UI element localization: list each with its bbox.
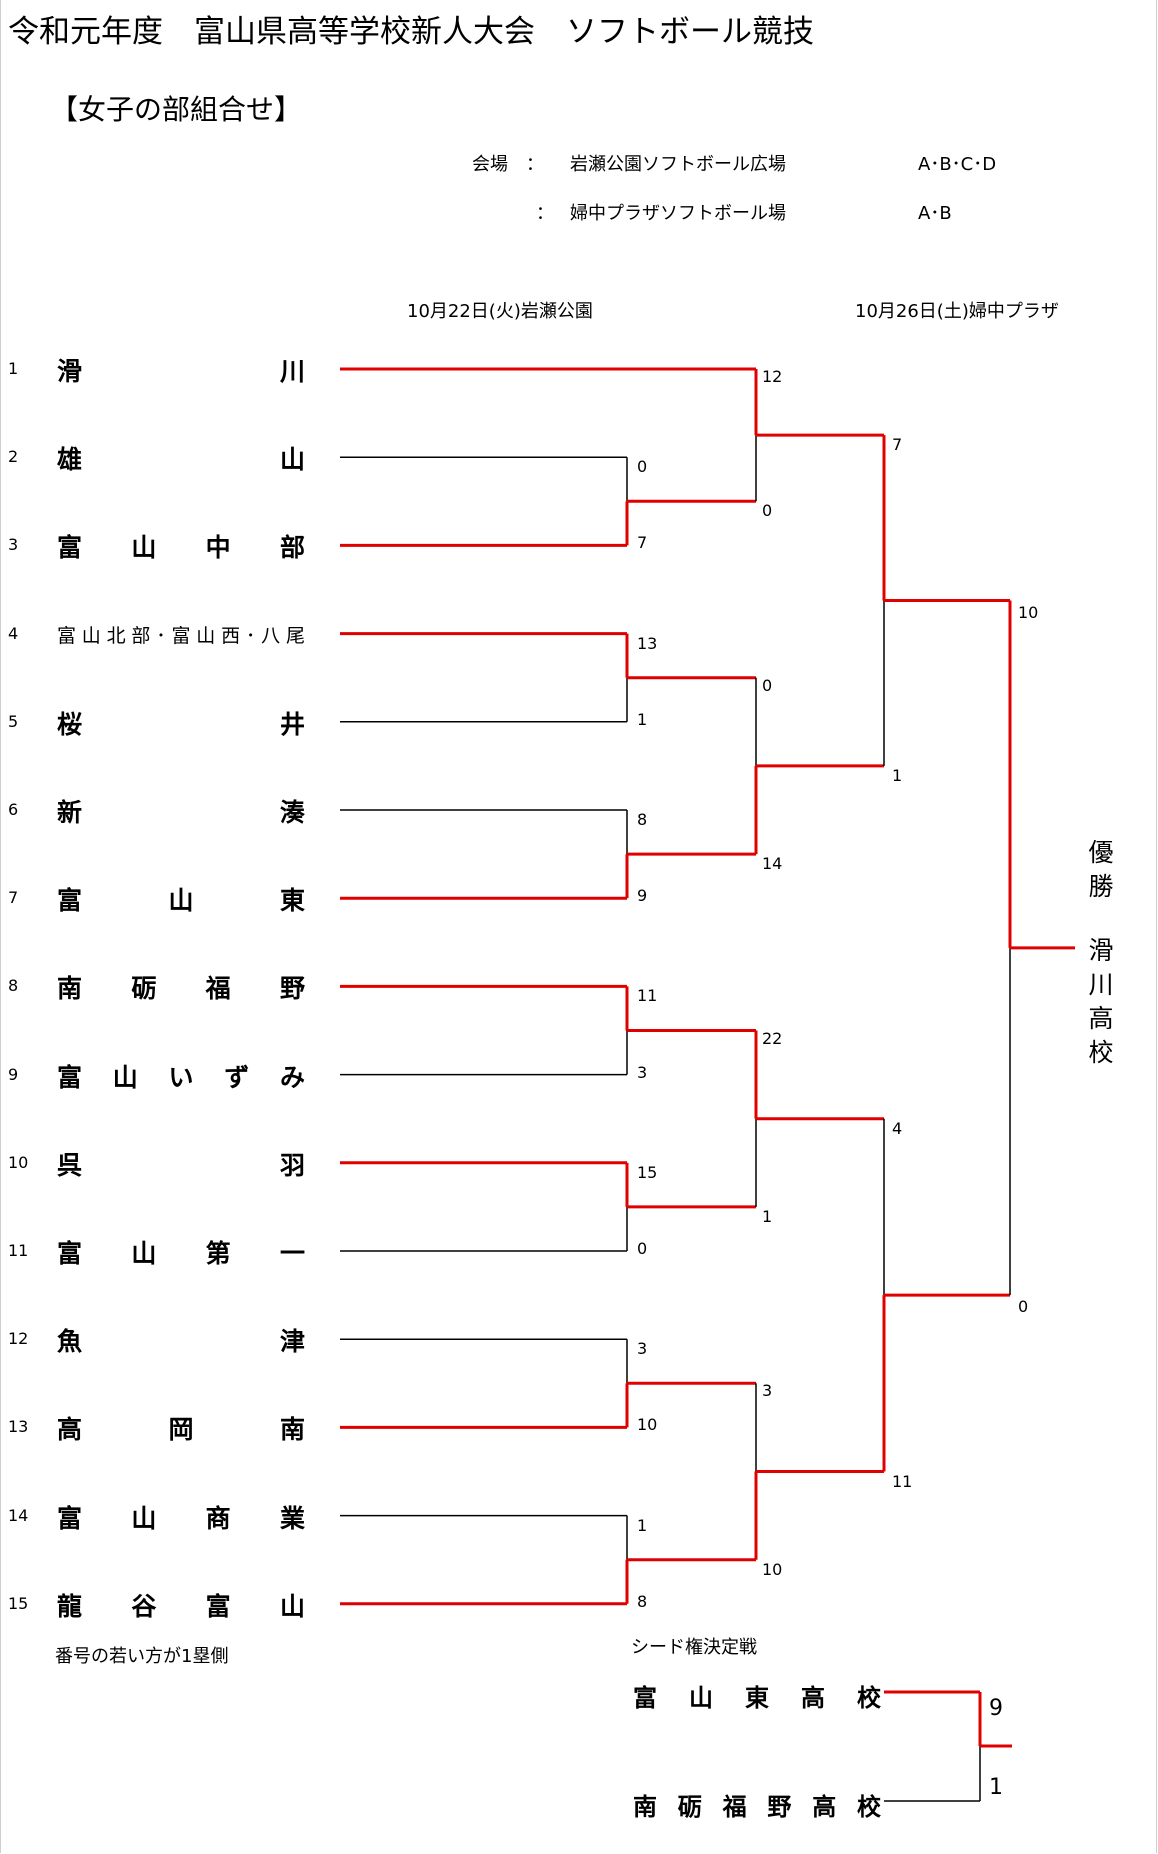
- team-name: 富山第一: [57, 1239, 305, 1268]
- match-score: 1: [637, 1515, 648, 1535]
- match-score: 0: [1018, 1297, 1029, 1317]
- team-name: 龍谷富山: [57, 1591, 305, 1621]
- team-name: 富山中部: [57, 533, 305, 563]
- match-score: 13: [637, 633, 658, 653]
- team-number: 2: [8, 447, 19, 467]
- champion-label: 優勝: [1088, 838, 1114, 901]
- match-score: 14: [762, 854, 783, 874]
- match-score: 22: [762, 1028, 783, 1048]
- match-score: 12: [762, 367, 783, 386]
- team-name: 魚 津: [57, 1327, 305, 1357]
- team-number: 15: [8, 1593, 29, 1613]
- match-score: 3: [637, 1339, 648, 1359]
- team-number: 6: [8, 800, 19, 819]
- match-score: 7: [892, 435, 903, 455]
- match-score: 10: [637, 1415, 658, 1435]
- seed-team-1: 富山東高校: [633, 1684, 881, 1712]
- venue-name-1: 岩瀬公園ソフトボール広場: [570, 154, 786, 175]
- match-score: 11: [637, 986, 658, 1006]
- champion-team: 滑川高校: [1088, 936, 1114, 1067]
- match-score: 1: [762, 1206, 773, 1226]
- match-score: 7: [637, 533, 648, 553]
- match-score: 0: [762, 501, 773, 521]
- team-number: 5: [8, 711, 19, 731]
- match-score: 9: [637, 886, 648, 906]
- section-subtitle: 【女子の部組合せ】: [50, 93, 303, 126]
- team-name: 雄 山: [57, 445, 305, 475]
- team-name: 新 湊: [57, 798, 305, 827]
- match-score: 8: [637, 1591, 648, 1611]
- match-score: 1: [637, 709, 648, 729]
- team-number: 8: [8, 976, 19, 996]
- venue-name-2: 婦中プラザソフトボール場: [570, 203, 786, 224]
- team-name: 富山北部･富山西･八尾: [57, 624, 305, 647]
- team-number: 10: [8, 1152, 29, 1172]
- venue-label-1: 会場 ：: [472, 154, 544, 175]
- team-name: 呉 羽: [57, 1150, 305, 1180]
- match-score: 10: [1018, 602, 1039, 622]
- match-score: 3: [637, 1062, 648, 1082]
- match-score: 0: [762, 675, 773, 695]
- team-number: 14: [8, 1505, 29, 1525]
- team-number: 9: [8, 1064, 19, 1084]
- team-name: 富山商業: [57, 1503, 305, 1533]
- seed-team-2: 南砺福野高校: [633, 1793, 881, 1821]
- team-number: 12: [8, 1329, 29, 1349]
- page-title: 令和元年度 富山県高等学校新人大会 ソフトボール競技: [8, 14, 814, 50]
- venue-label-2: ：: [536, 203, 554, 224]
- team-name: 桜 井: [57, 709, 305, 739]
- seed-match-title: シード権決定戦: [631, 1637, 757, 1658]
- match-score: 10: [762, 1559, 783, 1579]
- venue-fields-1: A･B･C･D: [918, 154, 997, 175]
- match-score: 1: [892, 765, 903, 785]
- team-name: 高岡南: [57, 1415, 305, 1445]
- match-score: 0: [637, 1239, 648, 1258]
- venue-fields-2: A･B: [918, 203, 952, 224]
- match-score: 4: [892, 1118, 903, 1138]
- team-name: 滑 川: [57, 357, 305, 386]
- side-note: 番号の若い方が1塁側: [55, 1646, 229, 1667]
- team-number: 1: [8, 359, 19, 378]
- seed-score-2: 1: [989, 1775, 1003, 1800]
- team-number: 4: [8, 623, 19, 643]
- date-round1: 10月22日(火)岩瀬公園: [407, 301, 593, 322]
- team-name: 富山いずみ: [57, 1062, 305, 1092]
- team-number: 13: [8, 1417, 29, 1437]
- team-number: 7: [8, 888, 19, 908]
- match-score: 15: [637, 1162, 658, 1182]
- team-number: 3: [8, 535, 19, 555]
- team-number: 11: [8, 1241, 29, 1260]
- match-score: 8: [637, 810, 648, 829]
- match-score: 11: [892, 1471, 913, 1491]
- match-score: 0: [637, 457, 648, 477]
- date-round2: 10月26日(土)婦中プラザ: [855, 301, 1059, 322]
- team-name: 南砺福野: [57, 974, 305, 1004]
- team-name: 富山東: [57, 886, 305, 916]
- seed-score-1: 9: [989, 1696, 1003, 1721]
- match-score: 3: [762, 1381, 773, 1401]
